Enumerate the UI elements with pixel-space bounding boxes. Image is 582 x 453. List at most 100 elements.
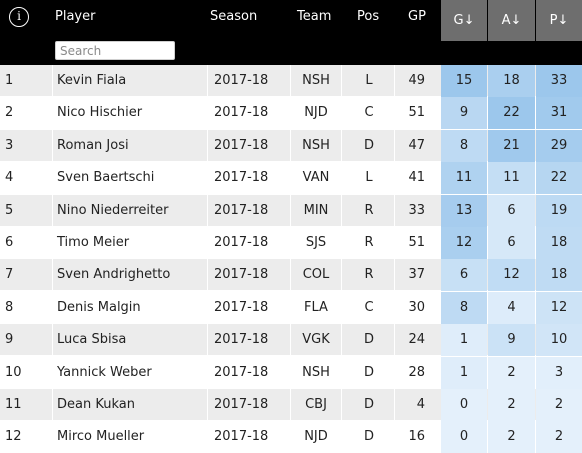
goals-cell: 12 [441, 227, 487, 259]
season-cell: 2017-18 [214, 299, 269, 315]
games-played-cell: 41 [408, 170, 425, 186]
goals-cell: 9 [441, 97, 487, 130]
column-divider [341, 259, 342, 292]
column-divider [394, 356, 395, 389]
column-divider [52, 194, 53, 227]
table-row[interactable]: 3 Roman Josi 2017-18 NSH D 47 8 21 29 [0, 129, 582, 162]
column-divider [341, 421, 342, 453]
points-cell: 18 [536, 259, 582, 292]
column-divider [290, 129, 291, 162]
goals-cell: 0 [441, 389, 487, 421]
position-cell: C [364, 299, 374, 315]
column-divider [394, 421, 395, 453]
player-name-cell: Nico Hischier [57, 105, 143, 121]
games-played-cell: 16 [408, 429, 425, 445]
team-cell: VGK [302, 332, 330, 348]
column-divider [207, 389, 208, 421]
table-row[interactable]: 9 Luca Sbisa 2017-18 VGK D 24 1 9 10 [0, 324, 582, 357]
points-cell: 22 [536, 162, 582, 195]
points-cell: 29 [536, 129, 582, 162]
goals-cell: 15 [441, 65, 487, 97]
assists-cell: 2 [488, 389, 535, 421]
table-row[interactable]: 11 Dean Kukan 2017-18 CBJ D 4 0 2 2 [0, 389, 582, 421]
player-name-cell: Timo Meier [57, 235, 130, 250]
column-header-goals[interactable]: G↓ [441, 0, 487, 41]
table-row[interactable]: 5 Nino Niederreiter 2017-18 MIN R 33 13 6 19 [0, 194, 582, 227]
season-cell: 2017-18 [214, 235, 269, 250]
table-row[interactable]: 10 Yannick Weber 2017-18 NSH D 28 1 2 3 [0, 356, 582, 389]
column-header-pos[interactable]: Pos [357, 9, 380, 24]
table-row[interactable]: 4 Sven Baertschi 2017-18 VAN L 41 11 11 22 [0, 162, 582, 195]
column-divider [52, 227, 53, 259]
column-header-season[interactable]: Season [210, 9, 258, 24]
season-cell: 2017-18 [214, 267, 269, 283]
table-row[interactable]: 12 Mirco Mueller 2017-18 NJD D 16 0 2 2 [0, 421, 582, 453]
column-divider [290, 259, 291, 292]
games-played-cell: 28 [408, 364, 425, 380]
column-divider [341, 291, 342, 324]
position-cell: R [364, 202, 374, 218]
games-played-cell: 33 [408, 202, 425, 218]
search-input[interactable] [55, 41, 175, 60]
column-divider [341, 65, 342, 97]
assists-cell: 21 [488, 129, 535, 162]
table-row[interactable]: 6 Timo Meier 2017-18 SJS R 51 12 6 18 [0, 227, 582, 259]
points-cell: 12 [536, 291, 582, 324]
column-header-gp[interactable]: GP [408, 9, 426, 24]
column-divider [290, 291, 291, 324]
goals-cell: 8 [441, 291, 487, 324]
position-cell: D [363, 137, 374, 153]
table-row[interactable]: 1 Kevin Fiala 2017-18 NSH L 49 15 18 33 [0, 65, 582, 97]
column-header-assists[interactable]: A↓ [488, 0, 535, 41]
column-divider [341, 162, 342, 195]
column-divider [394, 389, 395, 421]
column-divider [394, 194, 395, 227]
assists-cell: 11 [488, 162, 535, 195]
position-cell: D [363, 332, 374, 348]
column-divider [207, 259, 208, 292]
rank-cell: 5 [5, 202, 14, 218]
position-cell: D [363, 364, 374, 380]
player-name-cell: Sven Baertschi [57, 170, 155, 186]
column-divider [341, 389, 342, 421]
points-cell: 18 [536, 227, 582, 259]
column-divider [394, 291, 395, 324]
column-divider [207, 356, 208, 389]
column-divider [52, 291, 53, 324]
column-header-points[interactable]: P↓ [536, 0, 582, 41]
assists-cell: 4 [488, 291, 535, 324]
points-cell: 2 [536, 421, 582, 453]
column-divider [290, 162, 291, 195]
table-row[interactable]: 8 Denis Malgin 2017-18 FLA C 30 8 4 12 [0, 291, 582, 324]
column-divider [52, 162, 53, 195]
rank-cell: 10 [5, 364, 22, 380]
position-cell: R [364, 235, 374, 250]
column-divider [290, 97, 291, 130]
column-divider [52, 65, 53, 97]
column-header-player[interactable]: Player [55, 9, 96, 24]
player-name-cell: Luca Sbisa [57, 332, 127, 348]
season-cell: 2017-18 [214, 397, 269, 412]
column-divider [290, 356, 291, 389]
player-name-cell: Nino Niederreiter [57, 202, 169, 218]
team-cell: VAN [302, 170, 330, 186]
table-row[interactable]: 7 Sven Andrighetto 2017-18 COL R 37 6 12 18 [0, 259, 582, 292]
season-cell: 2017-18 [214, 332, 269, 348]
rank-cell: 8 [5, 299, 14, 315]
column-header-team[interactable]: Team [297, 9, 332, 24]
table-row[interactable]: 2 Nico Hischier 2017-18 NJD C 51 9 22 31 [0, 97, 582, 130]
points-cell: 10 [536, 324, 582, 357]
player-name-cell: Roman Josi [57, 137, 129, 153]
column-divider [290, 194, 291, 227]
info-icon[interactable]: i [9, 7, 29, 27]
games-played-cell: 30 [408, 299, 425, 315]
season-cell: 2017-18 [214, 105, 269, 121]
position-cell: L [365, 170, 373, 186]
season-cell: 2017-18 [214, 202, 269, 218]
column-divider [290, 421, 291, 453]
column-divider [207, 227, 208, 259]
goals-cell: 13 [441, 194, 487, 227]
column-divider [207, 291, 208, 324]
team-cell: NSH [302, 364, 330, 380]
column-divider [52, 129, 53, 162]
